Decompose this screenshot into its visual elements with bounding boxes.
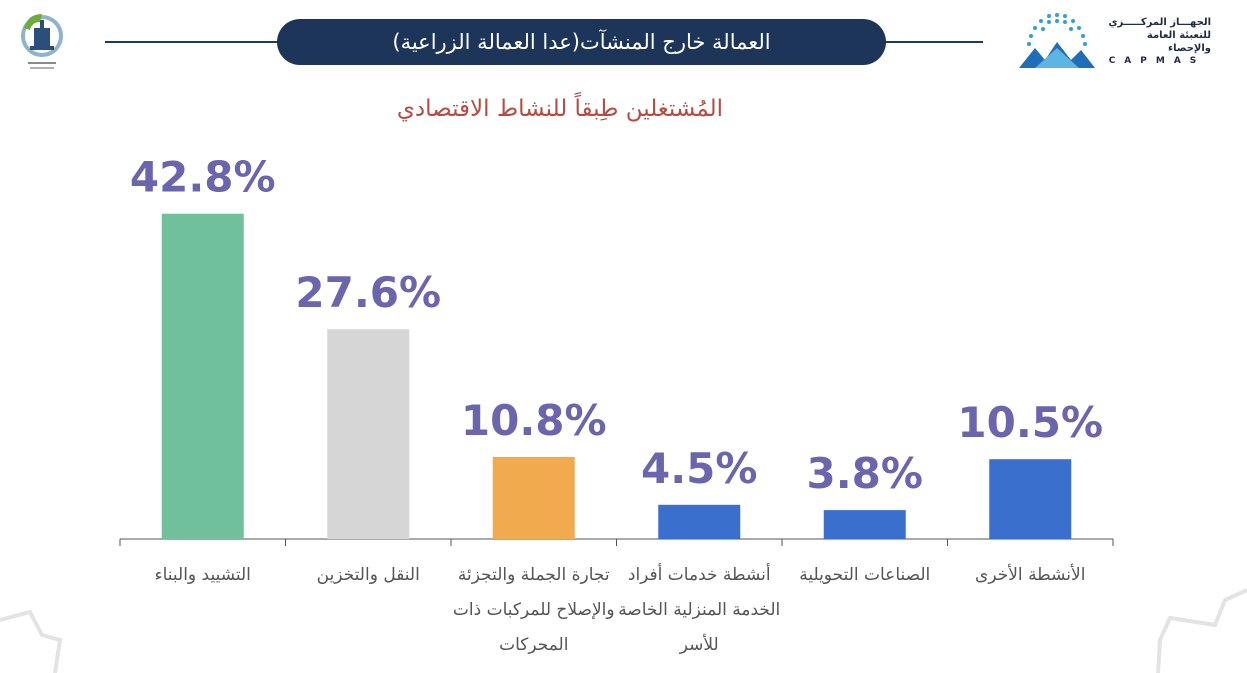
header-rule-right bbox=[875, 41, 983, 43]
category-label-3: تجارة الجملة والتجزئة والإصلاح للمركبات … bbox=[452, 565, 615, 655]
bar-2 bbox=[327, 329, 410, 539]
category-label-2: النقل والتخزين bbox=[316, 565, 420, 585]
capmas-emblem-icon bbox=[1019, 13, 1095, 68]
category-label-5: الصناعات التحويلية bbox=[799, 565, 931, 585]
bar-value-label-2: 27.6% bbox=[295, 268, 441, 317]
bar-4 bbox=[658, 504, 741, 539]
category-label-1: التشييد والبناء bbox=[154, 565, 251, 585]
capmas-logo: الجهـــاز المركـــــزي للتعبئة العامة وا… bbox=[1015, 12, 1215, 72]
brand-name-line2: للتعبئة العامة والإحصاء bbox=[1146, 30, 1211, 54]
bar-1 bbox=[161, 213, 244, 539]
brand-name-arabic: الجهـــاز المركـــــزي للتعبئة العامة وا… bbox=[1101, 16, 1211, 55]
bar-value-label-5: 3.8% bbox=[807, 449, 923, 498]
bar-value-label-4: 4.5% bbox=[641, 444, 757, 493]
brand-name-english: CAPMAS bbox=[1108, 56, 1206, 66]
bar-5 bbox=[823, 510, 906, 539]
bar-value-label-1: 42.8% bbox=[130, 153, 276, 202]
category-label-4: أنشطة خدمات أفراد الخدمة المنزلية الخاصة… bbox=[618, 565, 781, 655]
bar-value-label-6: 10.5% bbox=[957, 398, 1103, 447]
page-title: العمالة خارج المنشآت(عدا العمالة الزراعي… bbox=[277, 19, 886, 65]
bar-value-label-3: 10.8% bbox=[461, 396, 607, 445]
brand-name-line1: الجهـــاز المركـــــزي bbox=[1108, 17, 1211, 28]
category-label-6: الأنشطة الأخرى bbox=[975, 565, 1086, 585]
chart-title: المُشتغلين طِبقاً للنشاط الاقتصادي bbox=[396, 96, 724, 122]
bar-6 bbox=[989, 459, 1072, 539]
bar-3 bbox=[492, 456, 575, 539]
header-rule-left bbox=[105, 41, 285, 43]
census-emblem-logo bbox=[21, 14, 63, 69]
